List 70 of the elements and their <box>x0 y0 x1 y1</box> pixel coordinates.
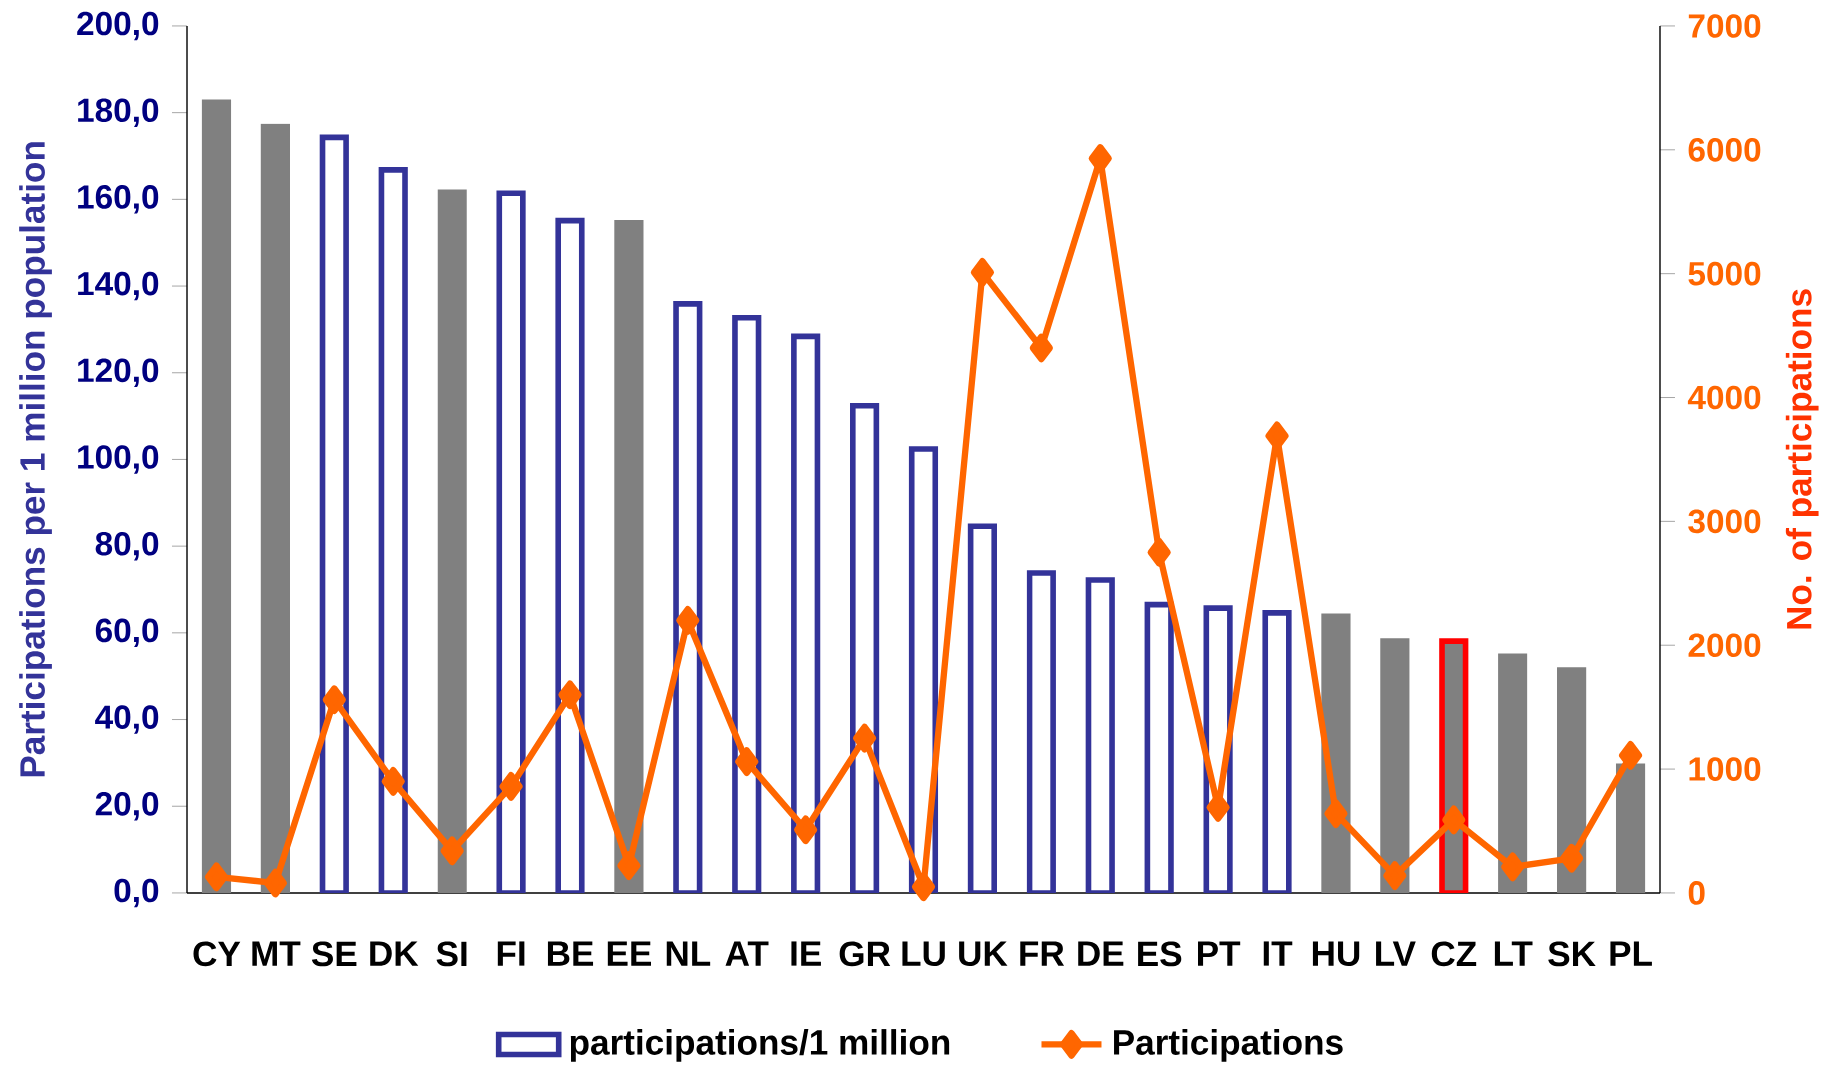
x-tick-label: SI <box>436 941 467 967</box>
x-tick-label: CZ <box>1431 941 1477 967</box>
point <box>617 851 641 881</box>
x-tick-label: IT <box>1263 941 1293 966</box>
y-tick-label: 0,0 <box>114 878 159 908</box>
x-tick-label: FI <box>497 941 525 966</box>
point <box>1618 741 1643 770</box>
point <box>322 685 346 715</box>
x-tick-label: MT <box>252 941 301 966</box>
point <box>1442 805 1466 835</box>
y-tick-label: 180,0 <box>78 98 159 127</box>
point <box>1501 852 1525 882</box>
point <box>676 606 700 635</box>
point <box>440 836 464 866</box>
y2-tick-label: 6000 <box>1688 138 1761 162</box>
x-tick-label: DE <box>1078 941 1124 966</box>
x-tick-label: PT <box>1198 941 1241 966</box>
x-tick-label: PL <box>1610 941 1652 966</box>
x-tick-label: BE <box>547 941 594 966</box>
y2-tick-label: 5000 <box>1688 261 1761 286</box>
y2-tick-label: 1000 <box>1689 757 1761 781</box>
x-tick-label: LV <box>1376 941 1416 966</box>
x-tick-label: IE <box>791 941 821 966</box>
x-tick-label: SK <box>1548 941 1596 967</box>
y-tick-label: 60,0 <box>95 618 159 648</box>
point <box>558 680 582 710</box>
x-tick-label: LT <box>1494 941 1533 966</box>
y2-axis-title: No. of participations <box>1785 289 1819 629</box>
y2-tick-label: 0 <box>1688 881 1705 905</box>
point <box>735 747 759 777</box>
y2-tick-label: 4000 <box>1687 385 1761 410</box>
x-tick-label: ES <box>1138 941 1182 967</box>
y-tick-label: 160,0 <box>78 185 159 214</box>
x-tick-label: LU <box>902 941 945 967</box>
x-tick-label: DK <box>370 941 419 966</box>
y-tick-label: 80,0 <box>95 531 159 561</box>
x-tick-label: HU <box>1312 941 1360 967</box>
point <box>1383 861 1407 891</box>
y-axis-title: Participations per 1 million population <box>19 142 52 777</box>
y-tick-label: 140,0 <box>78 271 159 301</box>
x-tick-label: SE <box>311 941 357 967</box>
x-tick-label: GR <box>839 941 891 967</box>
point <box>970 258 995 287</box>
point <box>1560 843 1584 873</box>
point <box>499 772 523 801</box>
y-tick-label: 100,0 <box>78 445 159 474</box>
point <box>852 723 877 753</box>
point <box>1029 333 1053 363</box>
x-tick-label: EE <box>607 941 651 966</box>
y-tick-label: 120,0 <box>78 358 159 388</box>
point <box>794 815 818 845</box>
point <box>911 872 936 902</box>
point <box>204 862 229 892</box>
point <box>263 868 287 898</box>
x-tick-label: NL <box>666 941 711 966</box>
point <box>1324 799 1348 829</box>
point <box>1147 537 1171 567</box>
y2-tick-label: 7000 <box>1688 14 1761 38</box>
x-tick-label: AT <box>725 941 769 966</box>
y2-tick-label: 2000 <box>1688 633 1761 658</box>
y-tick-label: 40,0 <box>95 705 159 734</box>
y2-tick-label: 3000 <box>1688 509 1761 534</box>
x-tick-label: CY <box>193 941 241 967</box>
x-tick-label: UK <box>959 941 1008 967</box>
y-tick-label: 200,0 <box>77 11 159 41</box>
legend-label: Participations <box>1114 1029 1343 1062</box>
x-tick-label: FR <box>1020 941 1065 966</box>
point <box>381 767 405 796</box>
legend-label: participations/1 million <box>570 1029 950 1062</box>
y-tick-label: 20,0 <box>95 792 159 821</box>
